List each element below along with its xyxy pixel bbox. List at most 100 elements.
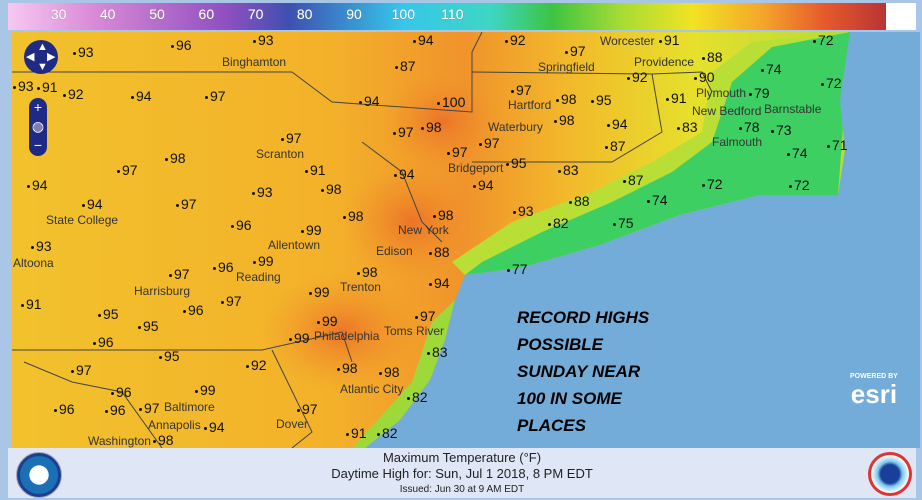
city-label: Reading: [236, 270, 281, 284]
map-shading: [12, 32, 920, 448]
temperature-label: 74: [787, 145, 808, 161]
temperature-label: 82: [548, 215, 569, 231]
city-label: Hartford: [508, 98, 552, 112]
temperature-label: 97: [169, 266, 190, 282]
temperature-label: 97: [205, 88, 226, 104]
temperature-label: 99: [317, 313, 338, 329]
temperature-label: 96: [213, 259, 234, 275]
temperature-label: 72: [702, 176, 723, 192]
city-label: Trenton: [340, 280, 381, 294]
city-label: Bridgeport: [448, 161, 504, 175]
annotation-line: SUNDAY NEAR: [517, 362, 641, 381]
city-label: Edison: [376, 244, 413, 258]
temperature-label: 96: [171, 37, 192, 53]
temperature-label: 99: [309, 284, 330, 300]
temperature-label: 95: [138, 318, 159, 334]
caption-subtitle: Daytime High for: Sun, Jul 1 2018, 8 PM …: [331, 466, 593, 481]
city-label: Annapolis: [148, 418, 201, 432]
annotation-line: RECORD HIGHS: [517, 308, 650, 327]
temperature-label: 94: [473, 177, 494, 193]
temperature-label: 92: [627, 69, 648, 85]
temperature-label: 96: [54, 401, 75, 417]
temperature-color-legend: [8, 3, 886, 30]
temperature-label: 97: [479, 135, 500, 151]
temperature-label: 78: [739, 119, 760, 135]
legend-end-cap: [886, 3, 916, 30]
legend-tick: 110: [441, 6, 464, 22]
legend-tick: 30: [50, 6, 67, 22]
temperature-label: 94: [429, 275, 450, 291]
temperature-label: 77: [507, 261, 528, 277]
city-label: Allentown: [268, 238, 321, 252]
temperature-label: 87: [605, 138, 626, 154]
temperature-label: 95: [98, 306, 119, 322]
legend-tick: 50: [149, 6, 165, 22]
temperature-label: 91: [37, 79, 58, 95]
globe-icon[interactable]: ◍: [31, 118, 45, 134]
city-label: New Bedford: [692, 104, 762, 118]
legend-tick: 70: [247, 6, 264, 22]
temperature-label: 98: [433, 207, 454, 223]
temperature-label: 97: [71, 362, 92, 378]
temperature-label: 93: [73, 44, 94, 60]
temperature-label: 100: [436, 94, 466, 110]
temperature-label: 98: [556, 91, 577, 107]
legend-tick: 100: [391, 6, 416, 22]
temperature-label: 98: [554, 112, 575, 128]
city-label: New York: [398, 223, 449, 237]
pan-left-icon[interactable]: ◀: [26, 51, 35, 63]
legend-tick: 80: [296, 6, 313, 22]
city-label: Philadelphia: [314, 329, 380, 343]
temperature-label: 98: [153, 432, 174, 448]
city-label: Barnstable: [764, 102, 822, 116]
temperature-label: 75: [613, 215, 634, 231]
temperature-label: 97: [139, 400, 160, 416]
temperature-label: 73: [771, 122, 792, 138]
temperature-label: 94: [607, 116, 628, 132]
city-label: Worcester: [600, 34, 655, 48]
pan-right-icon[interactable]: ▶: [47, 51, 56, 63]
temperature-map[interactable]: 93 96 93 94 92 97 91 72 93 87 88 74 72 90 91 92 94 97 94 10…: [12, 32, 920, 448]
legend-tick: 60: [198, 6, 215, 22]
temperature-label: 96: [93, 334, 114, 350]
pan-control[interactable]: ▲ ▼ ◀ ▶: [24, 40, 58, 74]
temperature-label: 99: [253, 253, 274, 269]
annotation-line: POSSIBLE: [517, 335, 603, 354]
zoom-out-button[interactable]: −: [33, 137, 43, 153]
temperature-label: 99: [301, 222, 322, 238]
temperature-label: 91: [21, 296, 42, 312]
temperature-label: 92: [63, 86, 84, 102]
caption-issued: Issued: Jun 30 at 9 AM EDT: [399, 484, 525, 495]
temperature-label: 96: [111, 384, 132, 400]
temperature-label: 94: [204, 419, 225, 435]
temperature-label: 98: [165, 150, 186, 166]
temperature-label: 98: [421, 119, 442, 135]
temperature-label: 96: [105, 402, 126, 418]
temperature-label: 93: [252, 184, 273, 200]
temperature-label: 71: [827, 137, 848, 153]
temperature-label: 98: [357, 264, 378, 280]
temperature-label: 96: [231, 217, 252, 233]
city-label: Waterbury: [488, 120, 543, 134]
temperature-label: 83: [427, 344, 448, 360]
temperature-label: 88: [702, 49, 723, 65]
temperature-label: 72: [821, 75, 842, 91]
temperature-label: 93: [513, 203, 534, 219]
temperature-label: 99: [195, 382, 216, 398]
temperature-label: 97: [415, 308, 436, 324]
city-label: Springfield: [538, 60, 595, 74]
temperature-label: 82: [377, 425, 398, 441]
esri-logo: POWERED BY esri: [850, 373, 898, 409]
zoom-in-button[interactable]: +: [33, 99, 43, 115]
city-label: Baltimore: [164, 400, 215, 414]
temperature-label: 88: [429, 244, 450, 260]
temperature-label: 97: [565, 43, 586, 59]
temperature-label: 88: [569, 193, 590, 209]
temperature-label: 98: [321, 181, 342, 197]
temperature-label: 94: [413, 32, 434, 48]
pan-down-icon[interactable]: ▼: [37, 61, 48, 73]
pan-up-icon[interactable]: ▲: [37, 41, 48, 53]
city-label: Scranton: [256, 147, 305, 161]
temperature-label: 95: [506, 155, 527, 171]
